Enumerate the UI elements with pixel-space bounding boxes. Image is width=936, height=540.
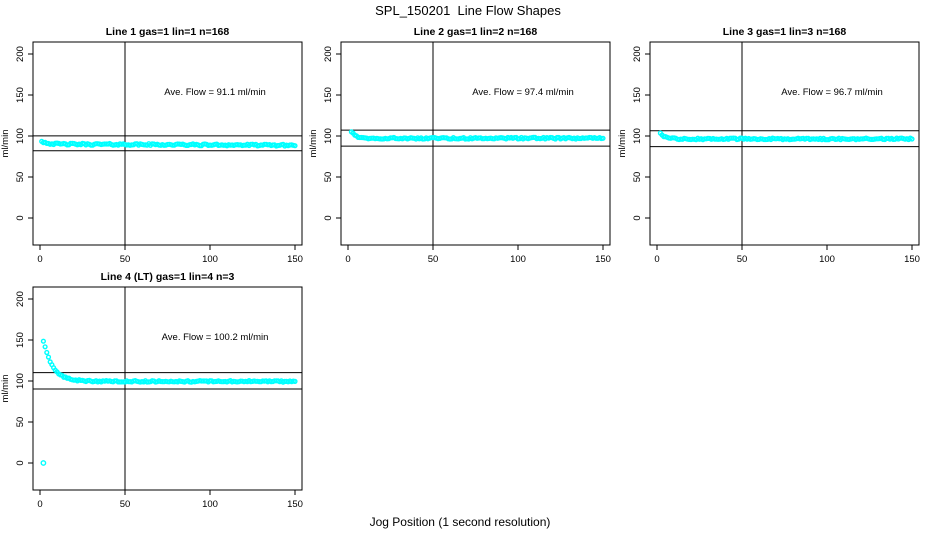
- y-tick-label: 150: [632, 87, 643, 103]
- y-tick-label: 150: [15, 87, 26, 103]
- outlier-point: [40, 460, 47, 466]
- y-axis-title: ml/min: [308, 130, 319, 158]
- figure-title: SPL_150201 Line Flow Shapes: [375, 3, 561, 18]
- y-tick-label: 200: [323, 46, 334, 62]
- x-tick-label: 50: [737, 254, 748, 265]
- y-tick-label: 100: [632, 128, 643, 144]
- data-points: [657, 130, 915, 143]
- data-point: [600, 135, 606, 141]
- x-tick-label: 150: [904, 254, 920, 265]
- x-tick-label: 50: [428, 254, 439, 265]
- y-tick-label: 100: [15, 128, 26, 144]
- x-tick-label: 100: [202, 499, 218, 510]
- plot-box: [32, 286, 303, 491]
- panel-title: Line 2 gas=1 lin=2 n=168: [414, 26, 538, 38]
- plot-box: [340, 41, 611, 246]
- x-tick-label: 150: [287, 499, 303, 510]
- y-tick-label: 150: [323, 87, 334, 103]
- y-tick-label: 100: [15, 373, 26, 389]
- x-tick-label: 0: [37, 254, 42, 265]
- y-tick-label: 200: [632, 46, 643, 62]
- x-tick-label: 100: [510, 254, 526, 265]
- y-tick-label: 200: [15, 46, 26, 62]
- y-tick-label: 50: [15, 417, 26, 428]
- panel-line-2: Line 2 gas=1 lin=2 n=168 0 50 100 150 0 50 100 1…: [308, 26, 611, 265]
- panel-line-1: Line 1 gas=1 lin=1 n=168 0 50 100 150 0 50 100 1…: [0, 26, 303, 265]
- data-point: [44, 349, 50, 356]
- y-tick-label: 0: [15, 215, 26, 220]
- avg-flow-annotation: Ave. Flow = 100.2 ml/min: [162, 332, 269, 343]
- data-points: [39, 138, 298, 149]
- y-tick-label: 0: [323, 215, 334, 220]
- data-point: [40, 338, 46, 344]
- data-point: [292, 143, 298, 149]
- plot-box: [32, 41, 303, 246]
- panel-title: Line 1 gas=1 lin=1 n=168: [106, 26, 230, 38]
- data-points: [40, 338, 298, 466]
- y-axis-title: ml/min: [0, 130, 11, 158]
- y-tick-label: 150: [15, 332, 26, 348]
- avg-flow-annotation: Ave. Flow = 91.1 ml/min: [164, 87, 265, 98]
- data-point: [292, 378, 298, 384]
- y-axis-title: ml/min: [0, 375, 11, 403]
- y-tick-label: 200: [15, 291, 26, 307]
- y-axis-title: ml/min: [617, 130, 628, 158]
- panel-title: Line 4 (LT) gas=1 lin=4 n=3: [101, 271, 235, 283]
- data-points: [348, 129, 606, 142]
- data-point: [42, 344, 48, 350]
- x-tick-label: 150: [287, 254, 303, 265]
- y-tick-label: 50: [15, 172, 26, 183]
- x-tick-label: 0: [37, 499, 42, 510]
- x-tick-label: 100: [819, 254, 835, 265]
- y-tick-label: 0: [632, 215, 643, 220]
- x-tick-label: 100: [202, 254, 218, 265]
- y-tick-label: 100: [323, 128, 334, 144]
- panel-title: Line 3 gas=1 lin=3 n=168: [723, 26, 847, 38]
- y-tick-label: 0: [15, 460, 26, 465]
- data-point: [909, 136, 915, 142]
- y-tick-label: 50: [323, 172, 334, 183]
- x-axis-label: Jog Position (1 second resolution): [369, 515, 551, 529]
- x-tick-label: 0: [654, 254, 659, 265]
- x-tick-label: 0: [345, 254, 350, 265]
- x-tick-label: 150: [595, 254, 611, 265]
- y-tick-label: 50: [632, 172, 643, 183]
- plot-box: [649, 41, 920, 246]
- panel-line-3: Line 3 gas=1 lin=3 n=168 0 50 100 150 0 50 100 1…: [617, 26, 920, 265]
- panel-line-4: Line 4 (LT) gas=1 lin=4 n=3 0 50 100 150 0 50 1…: [0, 271, 303, 510]
- x-tick-label: 50: [120, 254, 131, 265]
- avg-flow-annotation: Ave. Flow = 97.4 ml/min: [472, 87, 573, 98]
- x-tick-label: 50: [120, 499, 131, 510]
- avg-flow-annotation: Ave. Flow = 96.7 ml/min: [781, 87, 882, 98]
- data-point: [45, 354, 52, 360]
